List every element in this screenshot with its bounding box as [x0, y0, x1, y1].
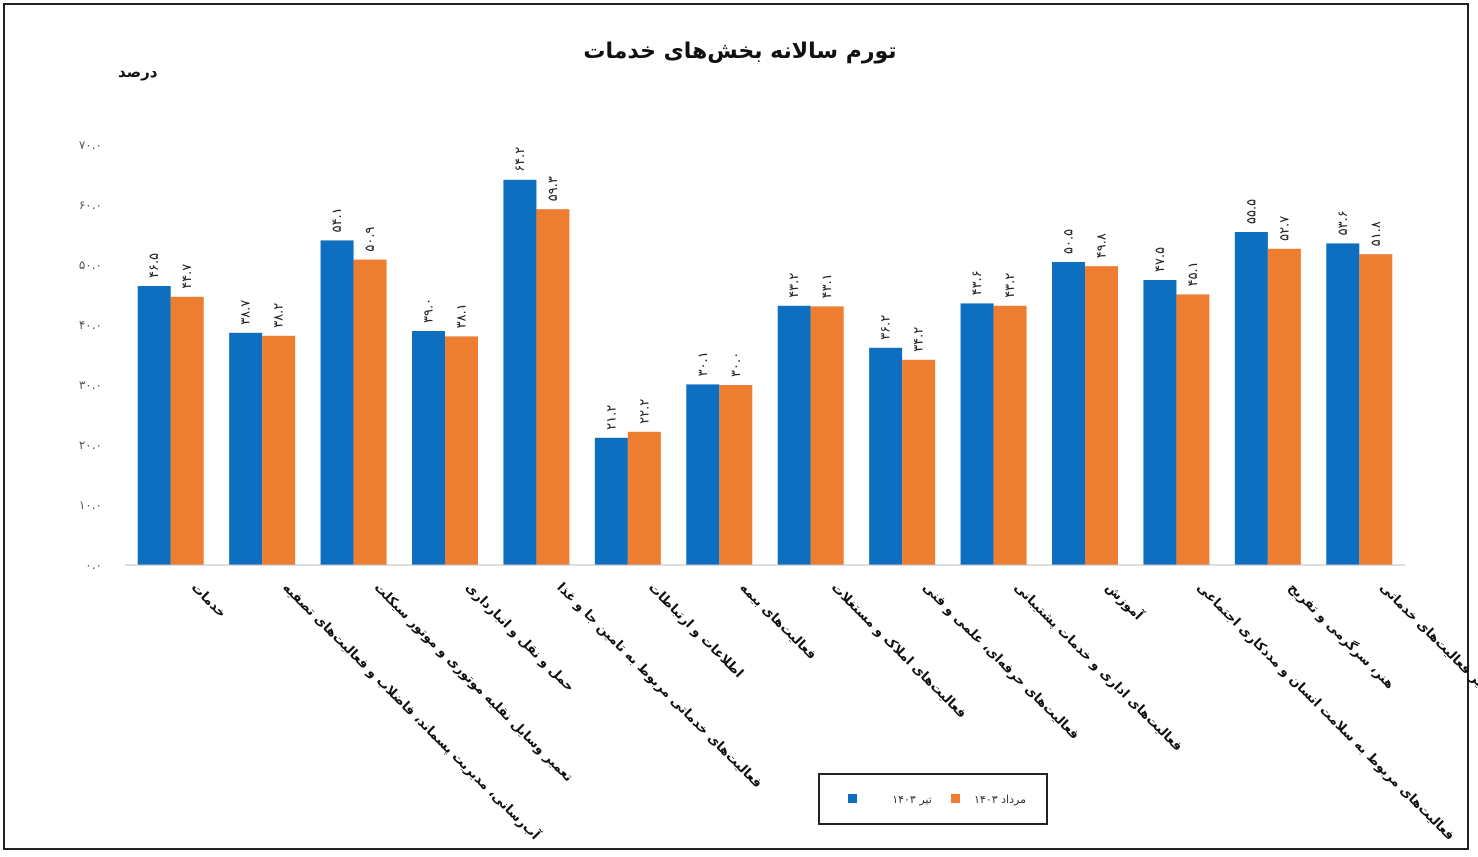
- chart-frame: [3, 3, 1469, 850]
- legend-label-tir: تیر ۱۴۰۳: [892, 793, 932, 806]
- bar-tir: [412, 331, 445, 565]
- bar-tir: [1052, 262, 1085, 565]
- y-tick-label: ۳۰.۰: [79, 378, 102, 392]
- bar-tir: [777, 305, 811, 565]
- bar-mordad: [170, 296, 204, 565]
- data-label: ۵۰.۵: [1062, 229, 1077, 254]
- legend: تیر ۱۴۰۳ مرداد ۱۴۰۳: [818, 773, 1048, 825]
- data-label: ۲۱.۲: [604, 405, 619, 430]
- bar-mordad: [353, 259, 387, 565]
- bar-mordad: [262, 335, 296, 565]
- y-axis-label: درصد: [118, 63, 158, 81]
- y-tick-label: ۱۰.۰: [79, 498, 102, 512]
- bar-tir: [320, 240, 354, 565]
- x-tick-label: تعمیر وسایل نقلیه موتوری و موتور سیکلت: [371, 580, 576, 785]
- bar-tir: [1143, 280, 1177, 565]
- data-label: ۳۰.۱: [696, 351, 711, 376]
- bar-mordad: [1267, 248, 1301, 566]
- data-label: ۳۸.۷: [239, 300, 254, 325]
- x-tick-label: اطلاعات و ارتباطات: [645, 580, 746, 681]
- x-tick-label: خدمات: [188, 580, 229, 621]
- y-tick-label: ۲۰.۰: [79, 438, 102, 452]
- bar-tir: [869, 347, 903, 565]
- data-label: ۴۷.۵: [1153, 247, 1168, 272]
- bar-tir: [686, 384, 720, 565]
- data-label: ۵۳.۶: [1336, 210, 1351, 235]
- data-label: ۳۰.۰: [729, 352, 744, 377]
- data-label: ۴۳.۱: [820, 273, 835, 298]
- y-tick-label: ۵۰.۰: [79, 258, 102, 272]
- data-label: ۴۳.۶: [970, 270, 985, 295]
- x-tick-label: فعالیت‌های اداری و خدمات پشتیبانی: [1011, 580, 1185, 754]
- bar-tir: [1326, 243, 1360, 565]
- bar-mordad: [627, 431, 661, 565]
- data-label: ۵۲.۷: [1277, 216, 1292, 241]
- bar-mordad: [902, 359, 936, 565]
- bar-mordad: [993, 305, 1027, 565]
- y-tick-label: ۴۰.۰: [79, 318, 102, 332]
- x-tick-label: فعالیت‌های بیمه: [736, 580, 819, 663]
- data-label: ۵۱.۸: [1369, 221, 1384, 246]
- y-tick-label: ۰.۰: [85, 558, 102, 572]
- bar-tir: [503, 179, 537, 566]
- bar-tir: [594, 437, 628, 565]
- bar-mordad: [719, 385, 753, 565]
- x-tick-label: فعالیت‌های حرفه‌ای، علمی و فنی: [919, 580, 1082, 743]
- data-label: ۳۶.۲: [879, 315, 894, 340]
- data-label: ۳۴.۲: [912, 327, 927, 352]
- data-label: ۳۹.۰: [422, 298, 437, 323]
- legend-swatch-mordad: [951, 794, 960, 803]
- bar-mordad: [536, 209, 570, 565]
- data-labels: ۴۶.۵ ۴۴.۷ ۳۸.۷ ۳۸.۲ ۵۴.۱ ۵۰.۹ ۳۹.۰ ۳۸.۱ ۶۴.۲ ۵۹.۳…: [147, 147, 1384, 430]
- bar-tir: [960, 303, 994, 565]
- data-label: ۲۲.۲: [637, 399, 652, 424]
- data-label: ۴۴.۷: [180, 264, 195, 289]
- data-label: ۴۶.۵: [147, 253, 162, 278]
- y-tick-label: ۶۰.۰: [79, 198, 102, 212]
- data-label: ۵۴.۱: [330, 207, 345, 232]
- data-label: ۵۵.۵: [1244, 199, 1259, 224]
- bar-mordad: [810, 306, 844, 565]
- data-label: ۴۳.۲: [787, 273, 802, 298]
- data-label: ۴۵.۱: [1186, 261, 1201, 286]
- bar-tir: [137, 286, 171, 565]
- data-label: ۴۹.۸: [1095, 233, 1110, 258]
- x-tick-label: آموزش: [1102, 579, 1147, 624]
- x-tick-label: فعالیت‌های خدماتی مربوط به تامین جا و غذ…: [554, 580, 765, 791]
- bar-mordad: [1176, 294, 1210, 565]
- y-tick-label: ۷۰.۰: [79, 138, 102, 152]
- data-label: ۵۰.۹: [363, 227, 378, 252]
- bar-mordad: [1359, 254, 1393, 565]
- legend-label-mordad: مرداد ۱۴۰۳: [974, 793, 1026, 806]
- y-axis: ۰.۰ ۱۰.۰ ۲۰.۰ ۳۰.۰ ۴۰.۰ ۵۰.۰ ۶۰.۰ ۷۰.۰: [79, 138, 102, 572]
- data-label: ۶۴.۲: [513, 147, 528, 172]
- x-tick-label: هنر، سرگرمی و تفریح: [1285, 580, 1398, 693]
- x-axis: خدمات آب‌رسانی، مدیریت پسماند، فاضلاب و ف…: [125, 564, 1478, 844]
- chart-title: تورم سالانه بخش‌های خدمات: [583, 39, 896, 64]
- bar-mordad: [445, 336, 478, 565]
- data-label: ۴۳.۲: [1003, 273, 1018, 298]
- bar-tir: [229, 332, 263, 565]
- data-label: ۳۸.۱: [455, 303, 470, 328]
- bars: [137, 179, 1393, 566]
- legend-swatch-tir: [848, 794, 857, 803]
- bar-mordad: [1085, 266, 1118, 565]
- bar-tir: [1234, 232, 1268, 565]
- data-label: ۵۹.۳: [546, 176, 561, 201]
- data-label: ۳۸.۲: [272, 303, 287, 328]
